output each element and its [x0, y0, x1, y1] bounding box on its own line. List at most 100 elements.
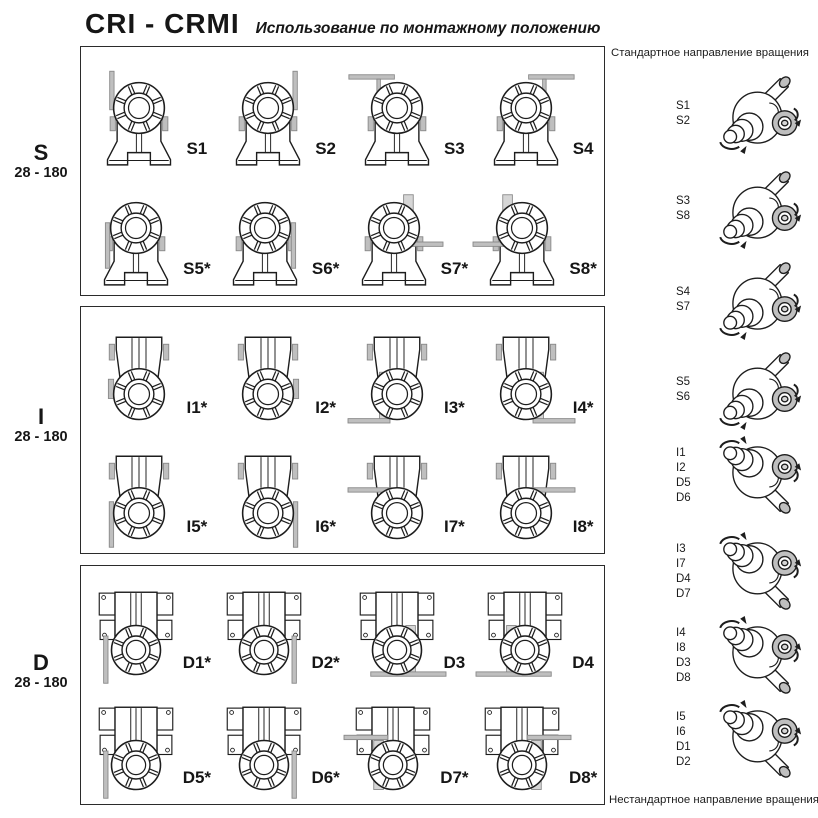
- rotation-item-labels: I4 I8 D3 D8: [676, 626, 712, 686]
- section-grid-i: I1* I2* I3* I4* I5* I6* I7* I8*: [81, 307, 604, 553]
- section-letter: S: [33, 140, 49, 165]
- section-box-s: S1 S2 S3 S4 S5* S6* S7* S8*: [80, 46, 605, 296]
- rotation-position-label: I3: [676, 543, 686, 556]
- mounting-cell: D1*: [87, 570, 216, 685]
- rotation-position-label: I5: [676, 711, 686, 724]
- rotation-position-label: I1: [676, 447, 686, 460]
- section-range: 28 - 180: [14, 429, 68, 446]
- mounting-cell: D6*: [216, 685, 345, 800]
- mounting-cell: S3: [345, 51, 474, 171]
- rotation-3d-icon: [719, 700, 802, 778]
- rotation-position-label: S5: [676, 376, 691, 389]
- rotation-position-label: S8: [676, 210, 691, 222]
- rotation-position-label: I8: [676, 642, 686, 655]
- rotation-item-labels: I3 I7 D4 D7: [676, 542, 712, 602]
- mounting-position-label: S6*: [311, 259, 340, 278]
- mounting-cell: S8*: [472, 171, 602, 291]
- mounting-position-label: S2: [315, 139, 337, 158]
- rotation-item: I5 I6 D1 D2: [612, 694, 818, 786]
- rotation-position-label: D8: [676, 671, 691, 684]
- mounting-position-label: S5*: [183, 259, 211, 278]
- mounting-cell: S1: [87, 51, 216, 171]
- caption-standard-rotation: Стандартное направление вращения: [611, 47, 809, 59]
- mounting-position-label: D1*: [182, 653, 212, 672]
- gearbox-front-icon: [475, 591, 563, 677]
- rotation-position-label: I4: [676, 627, 686, 640]
- rotation-3d-icon: [719, 352, 802, 430]
- section-letter: I: [37, 404, 45, 429]
- mounting-cell: I5*: [87, 430, 216, 549]
- rotation-item: I1 I2 D5 D6: [612, 430, 818, 522]
- page-subtitle: Использование по монтажному положению: [255, 20, 601, 37]
- gearbox-front-icon: [232, 201, 298, 286]
- mounting-cell: I8*: [473, 430, 602, 549]
- mounting-position-label: I7*: [443, 517, 465, 536]
- rotation-position-label: S2: [676, 115, 691, 127]
- rotation-position-label: I6: [676, 726, 686, 739]
- rotation-3d-icon: [719, 262, 802, 340]
- rotation-item: S3 S8: [612, 163, 818, 255]
- gearbox-front-icon: [103, 201, 169, 286]
- mounting-position-label: I4*: [572, 398, 594, 417]
- rotation-3d-icon: [719, 436, 802, 514]
- mounting-cell: S4: [473, 51, 602, 171]
- mounting-cell: S5*: [87, 171, 216, 291]
- mounting-cell: S2: [216, 51, 345, 171]
- gearbox-front-icon: [495, 336, 576, 424]
- section-box-d: D1* D2* D3 D4 D5*: [80, 565, 605, 805]
- rotation-item: I3 I7 D4 D7: [612, 526, 818, 618]
- side-label-s: S 28 - 180: [4, 140, 78, 181]
- rotation-item: I4 I8 D3 D8: [612, 610, 818, 702]
- gearbox-front-icon: [227, 706, 302, 799]
- rotation-position-label: D7: [676, 587, 691, 600]
- mounting-position-label: D8*: [568, 768, 598, 787]
- mounting-position-label: D4: [572, 653, 594, 672]
- rotation-position-label: I7: [676, 558, 686, 571]
- mounting-position-label: I8*: [572, 517, 594, 536]
- mounting-position-label: S4: [572, 139, 594, 158]
- rotation-position-label: D6: [676, 491, 691, 504]
- side-label-d: D 28 - 180: [4, 650, 78, 691]
- mounting-cell: D4: [473, 570, 602, 685]
- mounting-cell: I7*: [345, 430, 474, 549]
- gearbox-front-icon: [359, 591, 446, 677]
- section-grid-d: D1* D2* D3 D4 D5*: [81, 566, 604, 804]
- mounting-cell: S6*: [216, 171, 345, 291]
- mounting-position-label: D5*: [182, 768, 212, 787]
- mounting-cell: I1*: [87, 311, 216, 430]
- mounting-cell: I4*: [473, 311, 602, 430]
- mounting-position-label: D6*: [311, 768, 340, 787]
- rotation-position-label: I2: [676, 462, 686, 475]
- rotation-position-label: S4: [676, 286, 691, 299]
- gearbox-front-icon: [98, 591, 174, 684]
- gearbox-front-icon: [109, 455, 170, 548]
- rotation-item-labels: S3 S8: [676, 194, 712, 224]
- rotation-3d-icon: [719, 616, 802, 694]
- rotation-position-label: D4: [676, 573, 691, 585]
- rotation-item-labels: I5 I6 D1 D2: [676, 710, 712, 770]
- mounting-position-label: S7*: [440, 259, 469, 278]
- section-box-i: I1* I2* I3* I4* I5* I6* I7* I8*: [80, 306, 605, 554]
- mounting-position-label: D7*: [440, 768, 469, 787]
- gearbox-front-icon: [361, 194, 444, 286]
- gearbox-front-icon: [347, 455, 428, 540]
- mounting-position-label: I1*: [186, 398, 208, 417]
- gearbox-front-icon: [472, 194, 555, 286]
- section-grid-s: S1 S2 S3 S4 S5* S6* S7* S8*: [81, 47, 604, 295]
- mounting-position-label: I2*: [315, 398, 337, 417]
- mounting-cell: I6*: [216, 430, 345, 549]
- mounting-position-label: S8*: [569, 259, 597, 278]
- gearbox-front-icon: [107, 70, 172, 166]
- mounting-cell: D8*: [473, 685, 602, 800]
- gearbox-front-icon: [347, 336, 428, 424]
- mounting-cell: D5*: [87, 685, 216, 800]
- rotation-position-label: S1: [676, 100, 691, 113]
- mounting-cell: I2*: [216, 311, 345, 430]
- section-range: 28 - 180: [14, 675, 68, 692]
- caption-nonstandard-rotation: Нестандартное направление вращения: [609, 794, 818, 806]
- rotation-3d-icon: [719, 532, 802, 610]
- mounting-position-label: D3: [443, 653, 466, 672]
- side-label-i: I 28 - 180: [4, 404, 78, 445]
- gearbox-front-icon: [108, 336, 170, 421]
- rotation-item-labels: S5 S6: [676, 375, 712, 405]
